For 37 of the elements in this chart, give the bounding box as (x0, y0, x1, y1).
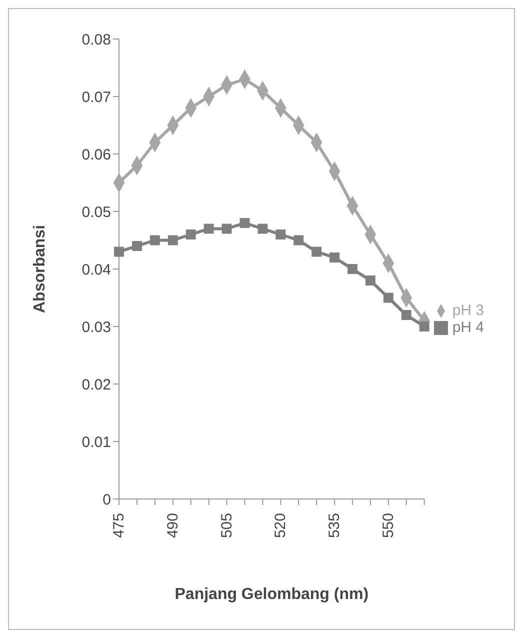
point (150, 235, 160, 246)
x-tick-label: 535 (326, 513, 344, 538)
point (312, 246, 322, 257)
y-tick-label: 0.01 (82, 434, 111, 451)
y-tick-label: 0.03 (82, 318, 111, 336)
y-axis-title: Absorbansi (32, 224, 49, 314)
legend-label: pH 3 (452, 302, 484, 319)
legend-label: pH 4 (452, 319, 484, 336)
point (419, 322, 430, 332)
point (258, 224, 268, 234)
point (240, 218, 250, 228)
y-tick-label: 0.06 (82, 146, 111, 164)
y-tick-label: 0 (102, 491, 111, 508)
x-tick-label: 520 (272, 513, 290, 538)
x-tick-label: 505 (218, 513, 236, 538)
point (186, 230, 196, 240)
x-tick-label: 475 (110, 513, 128, 538)
y-tick-label: 0.08 (82, 31, 111, 48)
y-tick-label: 0.04 (82, 261, 111, 278)
x-axis-title: Panjang Gelombang (nm) (174, 586, 369, 603)
x-tick-label: 550 (380, 513, 397, 538)
point (401, 310, 412, 320)
y-tick-label: 0.02 (82, 376, 111, 394)
point (330, 252, 340, 262)
point (222, 224, 232, 234)
y-tick-label: 0.05 (82, 204, 111, 221)
point (132, 241, 142, 251)
point (383, 292, 394, 303)
y-tick-label: 0.07 (82, 88, 111, 106)
x-tick-label: 490 (164, 513, 182, 538)
point (114, 246, 124, 257)
point (204, 224, 214, 234)
point (276, 230, 286, 240)
point (365, 276, 376, 286)
point (348, 264, 358, 274)
point (294, 235, 304, 246)
point (168, 235, 178, 246)
